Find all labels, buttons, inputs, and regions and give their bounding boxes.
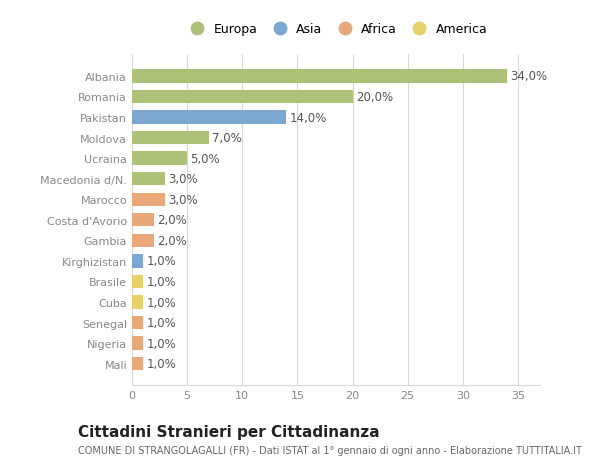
- Bar: [132, 111, 286, 124]
- Bar: [132, 234, 154, 247]
- Bar: [132, 337, 143, 350]
- Bar: [132, 357, 143, 370]
- Text: 2,0%: 2,0%: [157, 214, 187, 227]
- Text: 1,0%: 1,0%: [146, 337, 176, 350]
- Text: 5,0%: 5,0%: [190, 152, 220, 165]
- Bar: [132, 90, 353, 104]
- Bar: [132, 316, 143, 330]
- Bar: [132, 70, 507, 84]
- Text: 1,0%: 1,0%: [146, 275, 176, 288]
- Bar: [132, 275, 143, 289]
- Text: 1,0%: 1,0%: [146, 358, 176, 370]
- Text: COMUNE DI STRANGOLAGALLI (FR) - Dati ISTAT al 1° gennaio di ogni anno - Elaboraz: COMUNE DI STRANGOLAGALLI (FR) - Dati IST…: [78, 445, 582, 455]
- Bar: [132, 296, 143, 309]
- Text: 3,0%: 3,0%: [169, 173, 198, 186]
- Text: 1,0%: 1,0%: [146, 296, 176, 309]
- Text: Cittadini Stranieri per Cittadinanza: Cittadini Stranieri per Cittadinanza: [78, 425, 380, 440]
- Legend: Europa, Asia, Africa, America: Europa, Asia, Africa, America: [179, 18, 493, 41]
- Bar: [132, 152, 187, 165]
- Text: 2,0%: 2,0%: [157, 235, 187, 247]
- Bar: [132, 173, 165, 186]
- Text: 34,0%: 34,0%: [510, 70, 547, 83]
- Text: 3,0%: 3,0%: [169, 193, 198, 206]
- Text: 20,0%: 20,0%: [356, 91, 393, 104]
- Text: 1,0%: 1,0%: [146, 316, 176, 330]
- Text: 7,0%: 7,0%: [212, 132, 242, 145]
- Bar: [132, 255, 143, 268]
- Text: 1,0%: 1,0%: [146, 255, 176, 268]
- Bar: [132, 193, 165, 207]
- Text: 14,0%: 14,0%: [290, 111, 327, 124]
- Bar: [132, 132, 209, 145]
- Bar: [132, 213, 154, 227]
